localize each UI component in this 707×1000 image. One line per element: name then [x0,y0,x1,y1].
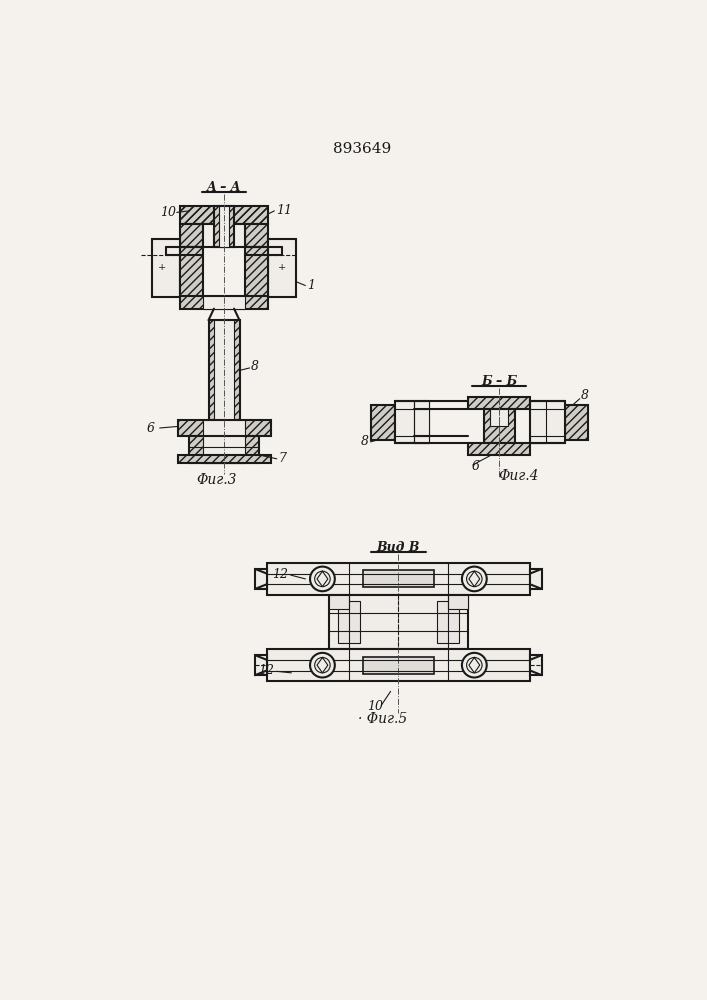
Bar [245,247,268,297]
Bar [245,247,268,297]
Bar [189,436,259,463]
Bar [468,443,530,455]
Bar [177,455,271,463]
Bar [209,320,240,420]
Bar [245,224,268,247]
Text: 8: 8 [251,360,259,373]
Bar [530,401,546,443]
Bar [565,405,588,440]
Bar [490,409,508,426]
Bar [180,247,203,297]
Circle shape [310,653,335,677]
Bar [219,206,228,247]
Bar [363,657,434,674]
Bar [530,401,565,443]
Circle shape [462,567,486,591]
Bar [180,296,268,309]
Bar [267,649,530,681]
Bar [468,443,530,455]
Bar [484,409,515,443]
Text: Б – Б: Б – Б [481,375,518,388]
Bar [209,320,240,420]
Bar [448,595,468,609]
Text: 12: 12 [258,664,274,677]
Bar [255,655,267,675]
Text: +: + [158,263,166,272]
Circle shape [310,567,335,591]
Bar [468,397,530,409]
Bar [214,320,234,420]
Bar [267,563,530,595]
Bar [565,405,588,440]
Text: 12: 12 [272,568,288,581]
Text: +: + [278,263,286,272]
Bar [245,224,268,247]
Bar [180,206,268,224]
Bar [177,420,271,436]
Circle shape [462,653,486,677]
Bar [177,420,271,436]
Text: 6: 6 [472,460,479,473]
Text: 7: 7 [279,452,286,465]
Bar [203,224,245,247]
Text: Φиг.3: Φиг.3 [196,473,237,487]
Bar [468,397,530,409]
Text: 10: 10 [160,206,176,219]
Bar [363,570,434,587]
Bar [180,296,268,309]
Bar [152,239,180,297]
Bar [189,436,259,463]
Text: Вид В: Вид В [377,541,420,554]
Bar [371,405,395,440]
Bar [329,595,349,609]
Bar [180,206,268,224]
Bar [530,655,542,675]
Bar [177,455,271,463]
Bar [203,296,245,309]
Bar [371,405,395,440]
Bar [530,569,542,589]
Bar [203,436,245,463]
Bar [214,206,234,247]
Bar [338,601,360,643]
Bar [268,239,296,297]
Text: 893649: 893649 [333,142,391,156]
Text: · Φиг.5: · Φиг.5 [358,712,407,726]
Bar [203,420,245,436]
Bar [180,224,203,247]
Bar [437,601,459,643]
Bar [180,224,203,247]
Bar [329,595,468,649]
Bar [395,401,429,443]
Text: 6: 6 [146,422,154,434]
Bar [214,206,234,247]
Text: 8: 8 [580,389,588,402]
Bar [180,247,203,297]
Text: Φиг.4: Φиг.4 [498,469,539,483]
Text: 1: 1 [307,279,315,292]
Bar [255,569,267,589]
Text: A – A: A – A [206,181,241,194]
Text: 8: 8 [361,435,369,448]
Bar [484,409,515,443]
Text: 10: 10 [367,700,383,713]
Text: 11: 11 [276,204,292,217]
Bar [414,401,429,443]
